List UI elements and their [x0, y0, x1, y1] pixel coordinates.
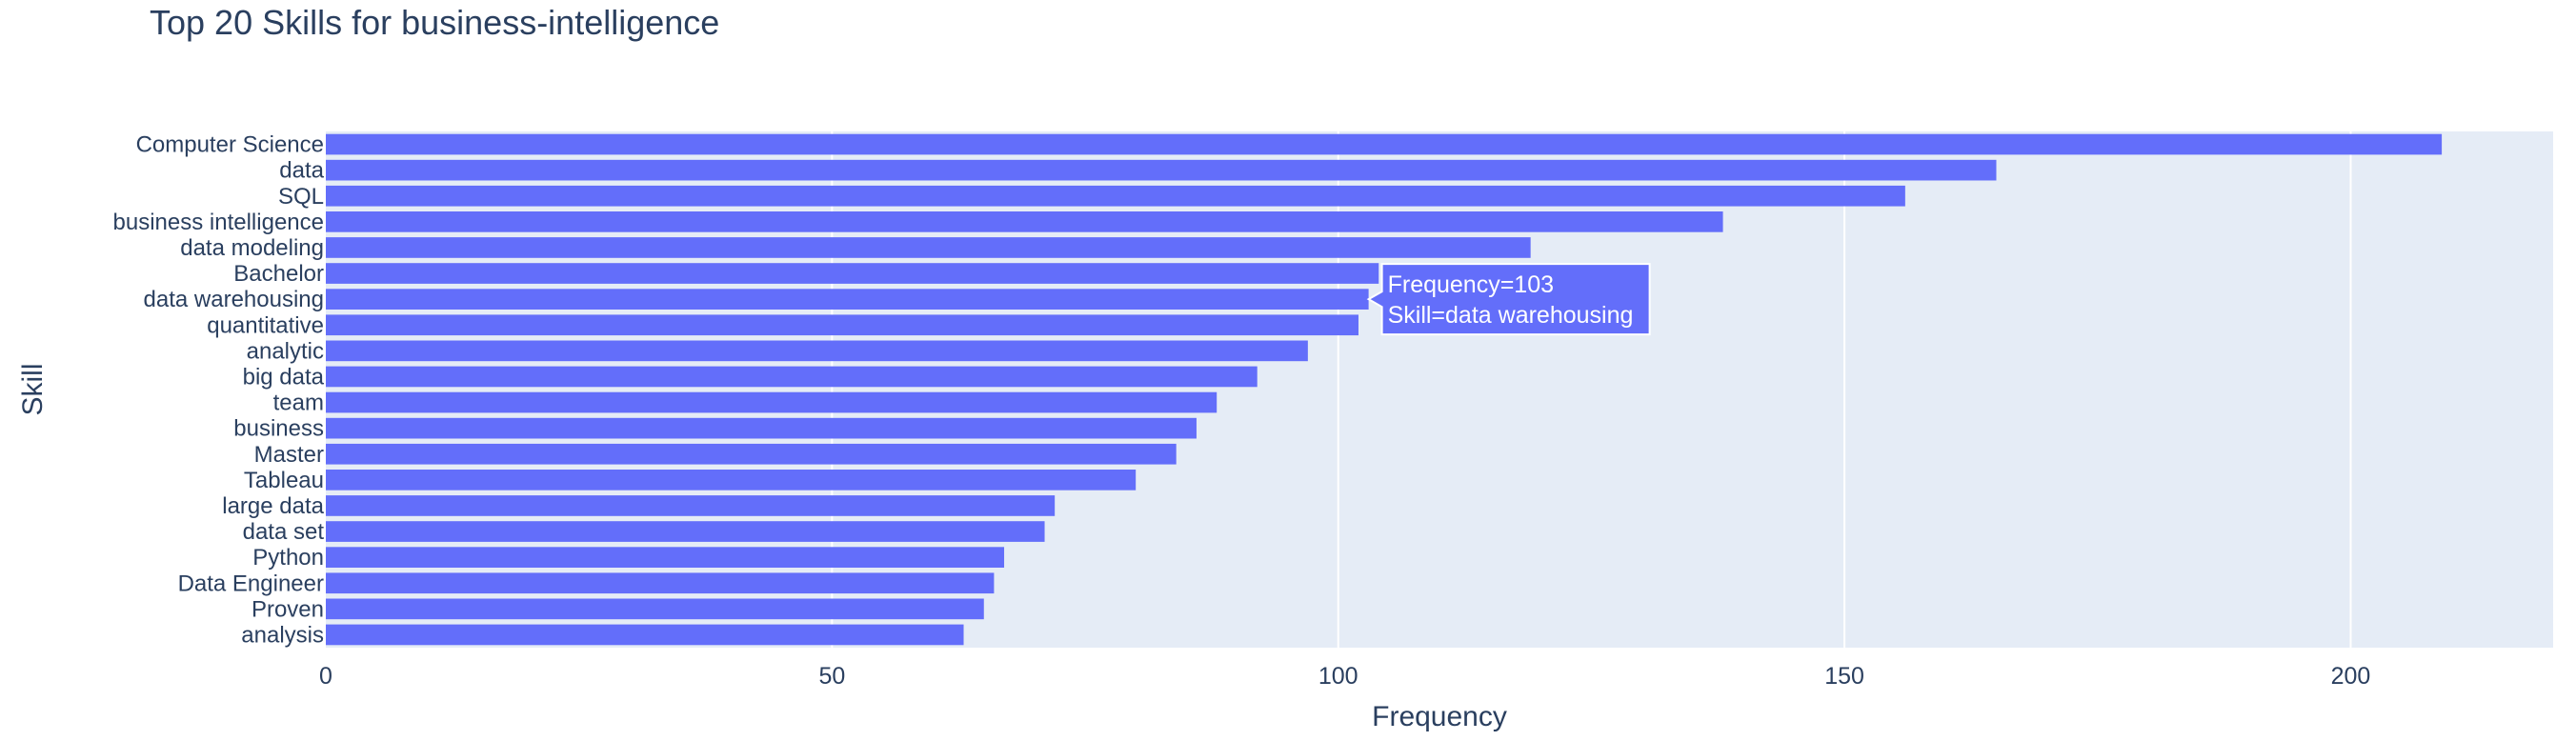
y-tick-label: Computer Science: [136, 132, 324, 158]
y-tick-label: business intelligence: [113, 210, 324, 235]
bar-master[interactable]: [326, 443, 1177, 465]
tooltip-skill: Skill=data warehousing: [1388, 302, 1634, 329]
y-tick-label: data warehousing: [144, 287, 324, 312]
y-tick-label: data: [279, 158, 324, 184]
plot-area: [326, 131, 2553, 648]
x-tick-50: 50: [818, 663, 845, 690]
bar-analytic[interactable]: [326, 340, 1308, 362]
bar-bachelor[interactable]: [326, 263, 1379, 284]
y-tick-label: big data: [243, 364, 325, 390]
y-tick-label: Tableau: [244, 468, 324, 493]
y-tick-label: data set: [243, 519, 325, 545]
hover-tooltip: Frequency=103 Skill=data warehousing: [1366, 263, 1651, 336]
bar-data-set[interactable]: [326, 521, 1045, 542]
y-tick-label: team: [273, 391, 324, 416]
y-tick-label: SQL: [278, 184, 324, 210]
bar-business-intelligence[interactable]: [326, 211, 1723, 232]
bar-data-modeling[interactable]: [326, 237, 1531, 258]
y-tick-label: Proven: [252, 596, 324, 622]
x-axis-title: Frequency: [1372, 701, 1507, 732]
chart-title: Top 20 Skills for business-intelligence: [150, 3, 719, 42]
y-tick-label: Data Engineer: [178, 571, 324, 596]
y-tick-label: business: [233, 416, 324, 442]
tooltip-box: [1366, 263, 1651, 336]
bar-quantitative[interactable]: [326, 314, 1358, 336]
y-tick-label: analytic: [247, 338, 324, 364]
x-tick-labels: 0 50 100 150 200: [319, 663, 2370, 690]
bar-data[interactable]: [326, 159, 1997, 181]
bar-big-data[interactable]: [326, 366, 1258, 388]
tooltip-frequency: Frequency=103: [1388, 271, 1554, 298]
bar-team[interactable]: [326, 391, 1218, 413]
bar-business[interactable]: [326, 417, 1197, 439]
y-tick-label: large data: [222, 493, 324, 519]
bar-data-warehousing[interactable]: [326, 289, 1369, 310]
bar-sql[interactable]: [326, 185, 1905, 207]
y-tick-label: Python: [252, 545, 324, 571]
x-tick-0: 0: [319, 663, 332, 690]
bar-analysis[interactable]: [326, 624, 964, 646]
bar-data-engineer[interactable]: [326, 572, 995, 594]
bar-proven[interactable]: [326, 598, 984, 620]
y-tick-label: analysis: [241, 622, 324, 648]
bar-large-data[interactable]: [326, 495, 1056, 516]
x-tick-200: 200: [2331, 663, 2371, 690]
y-tick-label: Master: [254, 442, 324, 468]
x-tick-150: 150: [1824, 663, 1864, 690]
bar-python[interactable]: [326, 547, 1005, 568]
x-tick-100: 100: [1318, 663, 1358, 690]
bar-tableau[interactable]: [326, 470, 1137, 491]
bar-computer-science[interactable]: [326, 133, 2443, 155]
y-tick-label: data modeling: [180, 235, 324, 261]
y-axis-title: Skill: [17, 363, 49, 415]
y-tick-label: Bachelor: [233, 261, 324, 287]
bars: [326, 133, 2443, 646]
y-tick-label: quantitative: [207, 312, 324, 338]
